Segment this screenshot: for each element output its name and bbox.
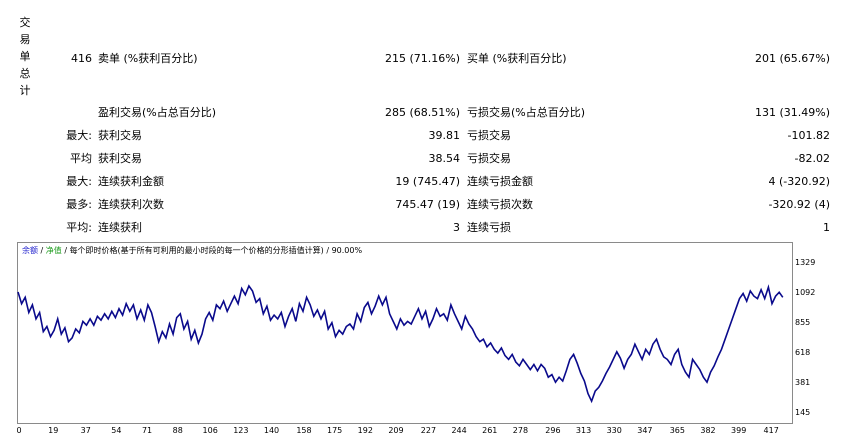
maximal-prefix: 最多:	[66, 198, 92, 211]
consecutive-losses-count-label: 连续亏损次数	[467, 198, 533, 211]
x-tick-label: 192	[358, 426, 373, 435]
x-tick-label: 0	[16, 426, 21, 435]
equity-legend: 净值	[45, 246, 62, 255]
loss-trades-value: 131 (31.49%)	[754, 106, 830, 119]
consecutive-losses-amount-value: 4 (-320.92)	[768, 175, 830, 188]
x-tick-label: 227	[421, 426, 436, 435]
x-tick-label: 175	[327, 426, 342, 435]
average-consecutive-losses-value: 1	[823, 221, 830, 234]
x-tick-label: 347	[637, 426, 652, 435]
consecutive-wins-amount-value: 19 (745.47)	[395, 175, 460, 188]
x-tick-label: 37	[81, 426, 91, 435]
consecutive-wins-count-label: 连续获利次数	[98, 198, 164, 211]
total-trades-value: 416	[71, 52, 92, 65]
consecutive-wins-amount-label: 连续获利金额	[98, 175, 164, 188]
average-loss-label: 亏损交易	[467, 152, 511, 165]
average-loss-value: -82.02	[794, 152, 830, 165]
side-char: 易	[19, 33, 31, 46]
average-consecutive-wins-value: 3	[453, 221, 460, 234]
long-trades-value: 201 (65.67%)	[754, 52, 830, 65]
average-consecutive-prefix: 平均:	[66, 221, 92, 234]
x-tick-label: 365	[670, 426, 685, 435]
balance-chart-frame	[17, 242, 793, 424]
x-tick-label: 71	[142, 426, 152, 435]
largest-prefix: 最大:	[66, 129, 92, 142]
average-consecutive-wins-label: 连续获利	[98, 221, 142, 234]
chart-model-description: / 每个即时价格(基于所有可利用的最小时段的每一个价格的分形插值计算) / 90…	[61, 246, 363, 255]
chart-title: 余额 / 净值 / 每个即时价格(基于所有可利用的最小时段的每一个价格的分形插值…	[22, 245, 362, 256]
x-tick-label: 19	[48, 426, 58, 435]
average-profit-value: 38.54	[428, 152, 461, 165]
y-tick-label: 855	[795, 318, 810, 327]
x-tick-label: 88	[173, 426, 183, 435]
balance-legend: 余额	[22, 246, 38, 255]
long-trades-label: 买单 (%获利百分比)	[467, 52, 567, 65]
x-tick-label: 399	[731, 426, 746, 435]
x-tick-label: 209	[388, 426, 403, 435]
x-tick-label: 244	[451, 426, 466, 435]
x-tick-label: 123	[233, 426, 248, 435]
y-tick-label: 1092	[795, 288, 815, 297]
average-profit-label: 获利交易	[98, 152, 142, 165]
x-tick-label: 261	[482, 426, 497, 435]
y-tick-label: 381	[795, 378, 810, 387]
x-tick-label: 330	[607, 426, 622, 435]
consecutive-losses-amount-label: 连续亏损金额	[467, 175, 533, 188]
max-consecutive-prefix: 最大:	[66, 175, 92, 188]
average-consecutive-losses-label: 连续亏损	[467, 221, 511, 234]
side-char: 交	[19, 16, 31, 29]
consecutive-losses-count-value: -320.92 (4)	[768, 198, 830, 211]
x-tick-label: 106	[203, 426, 218, 435]
largest-loss-value: -101.82	[787, 129, 830, 142]
side-char: 总	[19, 67, 31, 80]
x-tick-label: 313	[576, 426, 591, 435]
y-tick-label: 145	[795, 408, 810, 417]
largest-loss-label: 亏损交易	[467, 129, 511, 142]
legend-separator: /	[38, 246, 46, 255]
side-char: 单	[19, 50, 31, 63]
x-tick-label: 417	[764, 426, 779, 435]
profit-trades-label: 盈利交易(%占总百分比)	[98, 106, 217, 119]
y-tick-label: 1329	[795, 258, 815, 267]
side-label-trade-summary: 交 易 单 总 计	[18, 14, 32, 99]
x-tick-label: 158	[296, 426, 311, 435]
x-tick-label: 140	[264, 426, 279, 435]
x-tick-label: 54	[111, 426, 121, 435]
short-trades-value: 215 (71.16%)	[384, 52, 460, 65]
profit-trades-value: 285 (68.51%)	[384, 106, 460, 119]
loss-trades-label: 亏损交易(%占总百分比)	[467, 106, 586, 119]
largest-profit-value: 39.81	[428, 129, 461, 142]
y-tick-label: 618	[795, 348, 810, 357]
x-tick-label: 278	[513, 426, 528, 435]
x-tick-label: 382	[700, 426, 715, 435]
consecutive-wins-count-value: 745.47 (19)	[395, 198, 460, 211]
short-trades-label: 卖单 (%获利百分比)	[98, 52, 198, 65]
side-char: 计	[19, 84, 31, 97]
largest-profit-label: 获利交易	[98, 129, 142, 142]
x-tick-label: 296	[545, 426, 560, 435]
average-prefix: 平均	[70, 152, 92, 165]
